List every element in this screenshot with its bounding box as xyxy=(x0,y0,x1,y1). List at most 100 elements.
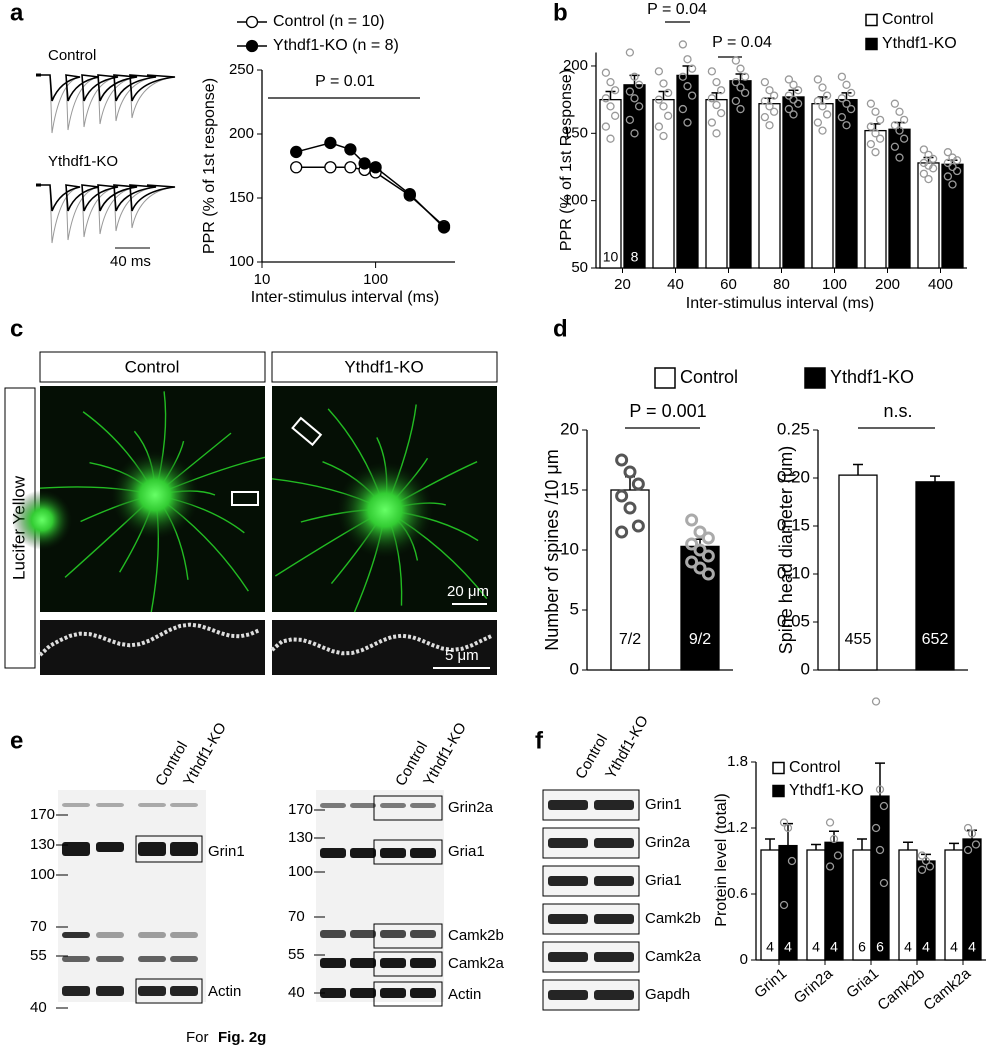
data-point xyxy=(890,121,900,130)
bar xyxy=(864,129,887,269)
data-point xyxy=(899,115,909,124)
y-tick-label: 0 xyxy=(801,659,810,678)
band xyxy=(548,990,588,1000)
x-tick-label: Gria1 xyxy=(843,965,882,1002)
data-point xyxy=(943,158,953,168)
data-point xyxy=(765,121,774,130)
data-point xyxy=(707,67,717,76)
band xyxy=(410,930,436,938)
crop-box xyxy=(373,923,443,949)
data-point xyxy=(625,115,635,124)
x-tick-label: Camk2b xyxy=(874,965,928,1014)
n-label: 4 xyxy=(784,939,792,955)
n-label: 6 xyxy=(876,939,884,955)
y-tick-label: 200 xyxy=(563,57,588,74)
data-point xyxy=(784,104,794,114)
scale-label: 5 μm xyxy=(445,647,479,664)
data-point xyxy=(875,845,885,855)
data-point xyxy=(952,166,962,176)
data-point xyxy=(917,865,927,874)
band-label: Camk2a xyxy=(448,955,505,972)
panel-label: b xyxy=(553,0,568,26)
data-point xyxy=(925,862,935,871)
data-point xyxy=(625,48,635,57)
data-point xyxy=(765,86,774,95)
error-bar xyxy=(875,762,885,797)
marker xyxy=(324,161,337,174)
y-tick-label: 0.20 xyxy=(777,467,810,486)
error-bar xyxy=(853,463,863,476)
data-point xyxy=(822,110,832,119)
legend-label: Ythdf1-KO (n = 8) xyxy=(273,37,399,54)
y-axis-label: Spine head diameter (μm) xyxy=(776,446,796,654)
y-tick-label: 0.6 xyxy=(727,885,748,902)
band xyxy=(170,932,198,938)
y-tick-label: 0 xyxy=(740,951,748,968)
data-point xyxy=(731,56,741,65)
ladder-label: 70 xyxy=(288,908,305,925)
band xyxy=(170,842,198,856)
crop-box xyxy=(135,835,203,863)
annotation: P = 0.04 xyxy=(712,34,772,51)
ladder-label: 55 xyxy=(288,946,305,963)
data-point xyxy=(789,80,798,89)
data-point xyxy=(842,99,851,108)
error-bar xyxy=(811,843,821,850)
scale-label: 20 μm xyxy=(447,583,489,600)
footer-text: For xyxy=(186,1029,209,1046)
band xyxy=(410,848,436,858)
band xyxy=(138,986,166,996)
x-tick-label: 100 xyxy=(822,276,847,293)
bar xyxy=(623,84,646,269)
data-point xyxy=(685,537,699,551)
crop-box xyxy=(373,839,443,865)
data-point xyxy=(924,161,933,170)
y-tick-label: 1.2 xyxy=(727,819,748,836)
data-point xyxy=(948,153,957,162)
band-label: Grin1 xyxy=(645,796,682,813)
n-label: 4 xyxy=(766,939,774,955)
data-point xyxy=(842,80,851,89)
data-point xyxy=(818,126,827,135)
data-point xyxy=(687,91,697,100)
series-line xyxy=(296,166,445,227)
ladder-label: 130 xyxy=(30,836,55,853)
y-tick-label: 0.25 xyxy=(777,419,810,438)
band xyxy=(350,930,376,938)
n-label: 4 xyxy=(922,939,930,955)
data-point xyxy=(615,453,629,467)
data-point xyxy=(890,142,900,151)
data-point xyxy=(654,95,664,104)
data-point xyxy=(948,162,957,172)
band xyxy=(96,986,124,996)
data-point xyxy=(634,80,644,89)
traces xyxy=(36,73,176,244)
data-point xyxy=(606,102,615,111)
x-tick-label: 80 xyxy=(773,276,790,293)
data-point xyxy=(842,121,851,130)
band-label: Grin2a xyxy=(645,834,691,851)
ladder-label: 100 xyxy=(288,863,313,880)
data-point xyxy=(654,122,664,131)
data-point xyxy=(837,72,847,81)
data-point xyxy=(948,180,957,189)
data-point xyxy=(890,99,900,108)
data-point xyxy=(693,561,707,575)
band xyxy=(548,952,588,962)
band xyxy=(170,956,198,962)
trace xyxy=(40,184,176,212)
band xyxy=(320,803,346,808)
error-bar xyxy=(903,841,913,850)
ladder-label: 130 xyxy=(288,829,313,846)
data-point xyxy=(736,83,745,92)
ladder-label: 170 xyxy=(30,806,55,823)
data-point xyxy=(943,148,953,157)
data-point xyxy=(943,172,953,181)
band xyxy=(410,958,436,968)
y-tick-label: 0.05 xyxy=(777,611,810,630)
data-point xyxy=(701,567,715,581)
y-axis-label: Number of spines /10 μm xyxy=(542,449,562,650)
legend-label: Ythdf1-KO xyxy=(789,782,864,799)
y-tick-label: 1.8 xyxy=(727,753,748,770)
band xyxy=(594,990,634,1000)
